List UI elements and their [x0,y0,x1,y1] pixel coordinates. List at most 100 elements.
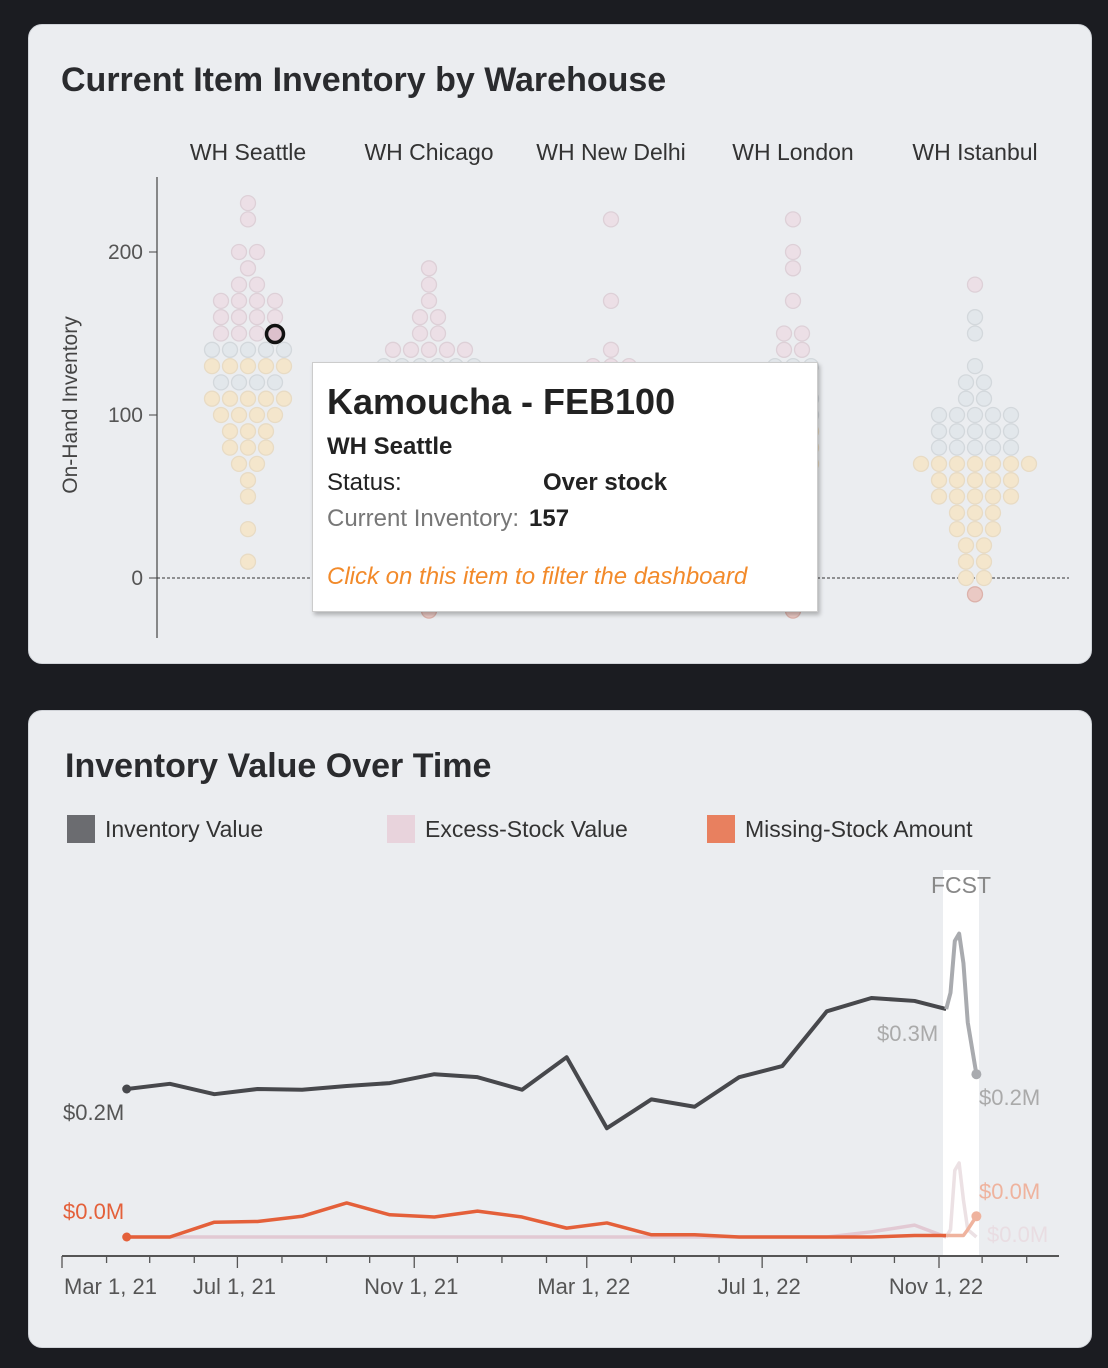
inventory-item-dot[interactable] [212,325,230,342]
inventory-item-dot[interactable] [230,325,248,342]
inventory-item-dot[interactable] [275,390,293,407]
inventory-item-dot[interactable] [930,455,948,473]
inventory-item-dot[interactable] [275,357,293,375]
inventory-item-dot[interactable] [784,260,802,277]
inventory-item-dot[interactable] [984,455,1002,473]
inventory-item-dot[interactable] [948,520,966,538]
inventory-item-dot[interactable] [239,553,257,570]
inventory-item-dot[interactable] [230,455,248,473]
inventory-item-dot[interactable] [266,292,284,310]
inventory-item-dot[interactable] [975,537,993,554]
inventory-item-dot[interactable] [966,357,984,375]
inventory-item-dot[interactable] [912,455,930,473]
inventory-value-line-chart[interactable]: FCST Mar 1, 21 Jul 1, 21 Nov 1, 21 Mar 1, 2… [29,711,1091,1347]
inventory-item-dot[interactable] [948,472,966,489]
inventory-item-dot[interactable] [966,504,984,521]
inventory-item-dot[interactable] [1002,455,1020,473]
inventory-item-dot[interactable] [221,357,239,375]
inventory-item-dot[interactable] [402,341,420,358]
inventory-item-dot[interactable] [239,357,257,375]
inventory-item-dot[interactable] [966,423,984,440]
inventory-dot-plot[interactable]: On-Hand Inventory 0 100 200 [29,25,1091,663]
inventory-item-dot[interactable] [975,374,993,391]
inventory-item-dot[interactable] [257,423,275,440]
inventory-item-dot[interactable] [203,390,221,407]
inventory-item-dot[interactable] [775,325,793,342]
inventory-item-dot[interactable] [212,406,230,424]
inventory-item-dot[interactable] [1002,439,1020,456]
inventory-item-dot[interactable] [602,341,620,358]
inventory-item-dot[interactable] [984,423,1002,440]
inventory-item-dot[interactable] [257,439,275,456]
inventory-item-dot[interactable] [975,553,993,570]
inventory-item-dot[interactable] [248,276,266,293]
inventory-item-dot[interactable] [239,488,257,505]
inventory-item-dot[interactable] [420,276,438,293]
inventory-item-dot[interactable] [930,406,948,424]
inventory-item-dot[interactable] [975,390,993,407]
inventory-item-dot[interactable] [784,292,802,310]
inventory-item-dot[interactable] [239,390,257,407]
inventory-item-dot[interactable] [966,406,984,424]
inventory-item-dot[interactable] [230,276,248,293]
inventory-item-dot[interactable] [221,423,239,440]
inventory-item-dot[interactable] [212,374,230,391]
inventory-item-dot[interactable] [456,341,474,358]
inventory-item-dot[interactable] [239,439,257,456]
inventory-item-dot[interactable] [984,406,1002,424]
inventory-item-dot[interactable] [257,341,275,358]
inventory-item-dot[interactable] [930,488,948,505]
inventory-item-dot[interactable] [984,504,1002,521]
inventory-item-dot[interactable] [248,455,266,473]
inventory-item-dot[interactable] [966,325,984,342]
inventory-item-dot[interactable] [275,341,293,358]
inventory-item-dot[interactable] [257,390,275,407]
inventory-item-dot[interactable] [984,488,1002,505]
inventory-item-dot[interactable] [957,390,975,407]
inventory-item-dot[interactable] [438,341,456,358]
inventory-item-dot[interactable] [257,357,275,375]
inventory-item-dot[interactable] [248,292,266,310]
inventory-item-dot[interactable] [212,309,230,326]
inventory-item-dot[interactable] [966,520,984,538]
inventory-item-dot[interactable] [230,292,248,310]
inventory-item-dot[interactable] [239,260,257,277]
selected-item-dot[interactable] [264,323,286,345]
inventory-item-dot[interactable] [602,211,620,228]
inventory-item-dot[interactable] [602,292,620,310]
item-tooltip[interactable]: Kamoucha - FEB100 WH Seattle Status: Ove… [312,362,818,612]
inventory-item-dot[interactable] [420,260,438,277]
inventory-item-dot[interactable] [975,569,993,587]
inventory-item-dot[interactable] [948,423,966,440]
inventory-item-dot[interactable] [957,569,975,587]
inventory-item-dot[interactable] [793,325,811,342]
inventory-item-dot[interactable] [966,586,984,603]
inventory-item-dot[interactable] [784,211,802,228]
inventory-item-dot[interactable] [239,194,257,212]
inventory-item-dot[interactable] [420,292,438,310]
inventory-item-dot[interactable] [221,390,239,407]
inventory-item-dot[interactable] [230,309,248,326]
inventory-item-dot[interactable] [266,309,284,326]
inventory-item-dot[interactable] [1002,423,1020,440]
inventory-item-dot[interactable] [966,276,984,293]
inventory-item-dot[interactable] [984,439,1002,456]
inventory-item-dot[interactable] [966,488,984,505]
inventory-item-dot[interactable] [230,374,248,391]
inventory-item-dot[interactable] [793,341,811,358]
inventory-item-dot[interactable] [948,439,966,456]
inventory-item-dot[interactable] [1002,406,1020,424]
inventory-item-dot[interactable] [948,406,966,424]
inventory-item-dot[interactable] [239,472,257,489]
inventory-item-dot[interactable] [957,374,975,391]
inventory-item-dot[interactable] [212,292,230,310]
inventory-item-dot[interactable] [248,243,266,261]
inventory-item-dot[interactable] [420,341,438,358]
inventory-item-dot[interactable] [239,211,257,228]
inventory-item-dot[interactable] [966,455,984,473]
inventory-item-dot[interactable] [1020,455,1038,473]
inventory-item-dot[interactable] [948,504,966,521]
inventory-item-dot[interactable] [966,439,984,456]
inventory-item-dot[interactable] [429,325,447,342]
legend-inventory-value[interactable]: Inventory Value [67,815,263,843]
